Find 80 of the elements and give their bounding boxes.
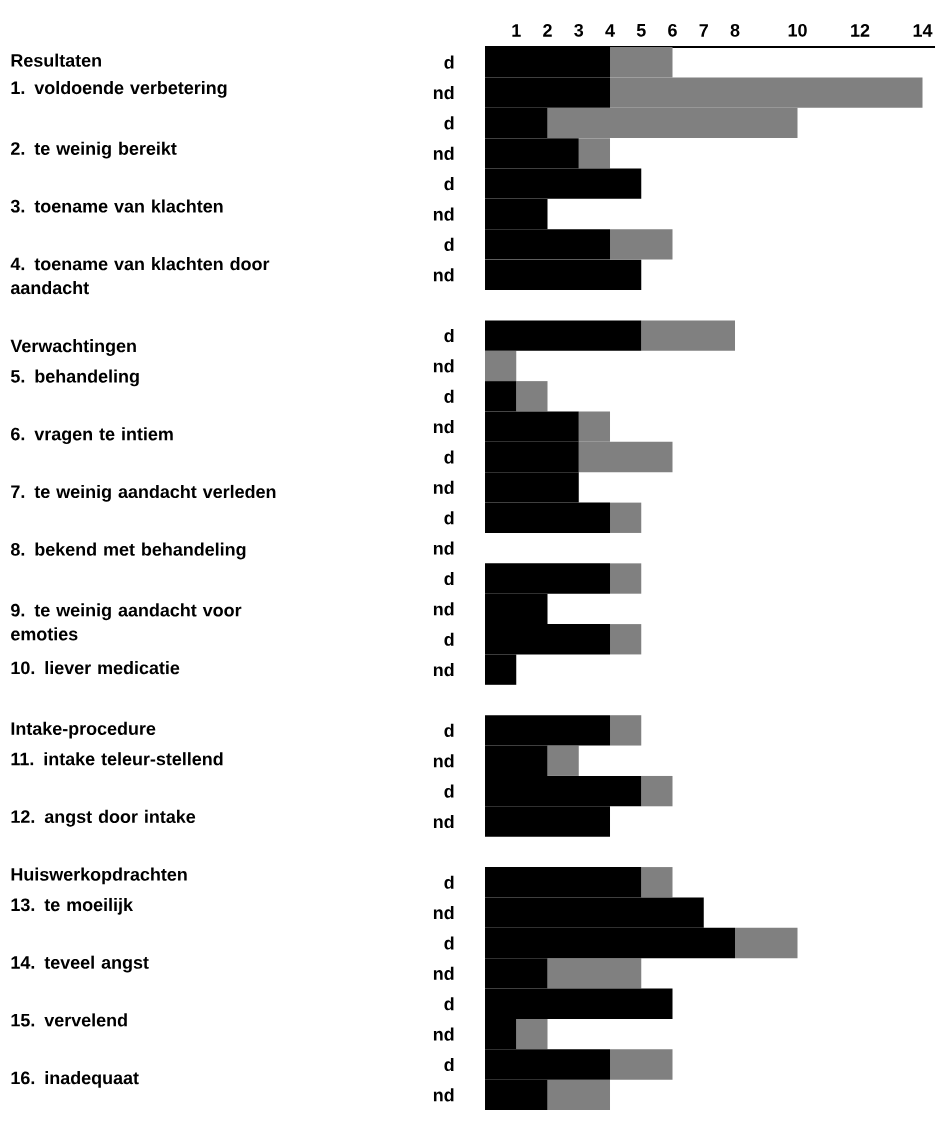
y-tick-label: d [444,55,454,69]
bar [641,867,673,898]
y-tick-label: d [444,389,454,403]
x-tick-label: 5 [636,24,646,37]
text: Resultaten [11,53,101,67]
text: 8. bekend met behandeling [10,542,246,560]
text: 6. vragen te intiem [11,427,173,444]
text: Intake-procedure [11,721,156,739]
x-tick-label: 10 [788,23,807,37]
y-tick-label: nd [433,420,454,434]
y-tick-label: d [444,936,454,950]
y-tick-label: nd [433,359,454,373]
y-tick-label: nd [433,1088,454,1102]
text: 16. inadequaat [11,1071,139,1088]
text: 12. angst door intake [11,809,196,827]
bar [610,1049,673,1080]
bar [610,563,642,594]
text: 7. te weinig aandacht verleden [11,484,276,502]
text: 5. behandeling [10,369,139,387]
y-tick-label: d [444,875,454,889]
y-tick-label: d [444,328,454,343]
y-tick-label: d [444,632,454,646]
y-tick-label: d [444,1057,454,1072]
bar [547,958,642,989]
text: 11. intake teleur-stellend [11,752,223,766]
y-tick-label: d [444,450,454,464]
text: 3. toename van klachten [10,199,223,213]
text: 4. toename van klachten door aandacht [10,257,270,295]
text: 10. liever medicatie [11,661,180,675]
y-tick-label: nd [433,146,454,160]
bar [610,229,673,260]
bar [610,502,642,533]
y-tick-label: d [444,571,454,586]
bar [735,927,798,959]
x-tick-label: 6 [668,23,677,37]
text: 15. vervelend [11,1013,127,1027]
text: 2. te weinig bereikt [11,141,177,159]
y-tick-label: nd [433,966,454,980]
x-tick-label: 14 [913,24,933,37]
y-tick-label: d [444,177,454,191]
text: 14. teveel angst [11,955,149,973]
y-tick-label: nd [433,602,454,616]
y-tick-label: d [444,511,454,525]
x-tick-label: 2 [543,24,552,37]
bar [641,775,673,807]
bar [485,350,517,382]
y-tick-label: nd [433,754,454,768]
y-tick-label: nd [433,268,454,282]
text: 1. voldoende verbetering [11,80,227,98]
x-tick-label: 4 [605,24,615,37]
x-tick-label: 12 [851,24,870,37]
bar [641,320,736,351]
text: Verwachtingen [10,339,136,356]
y-tick-label: d [444,997,454,1011]
bar [485,320,642,351]
bar [547,1079,611,1111]
y-tick-label: d [444,723,454,737]
y-tick-label: d [444,237,454,252]
y-tick-label: nd [433,207,454,221]
x-tick-label: 3 [574,23,584,37]
x-tick-label: 8 [730,23,740,37]
y-tick-label: nd [433,541,454,555]
bar [516,1018,548,1050]
y-tick-label: nd [433,85,454,100]
y-tick-label: nd [433,814,454,829]
y-tick-label: nd [433,480,454,494]
y-tick-label: nd [433,663,454,677]
text: 9. te weinig aandacht voor emoties [11,603,242,641]
x-tick-label: 7 [699,24,708,37]
bar [610,624,642,655]
y-tick-label: d [444,784,454,798]
text: 13. te moeilijk [11,897,134,915]
bar [516,381,548,412]
bar [610,715,642,746]
bar [547,745,579,776]
y-tick-label: nd [433,1027,454,1041]
y-tick-label: d [444,116,454,130]
y-tick-label: nd [433,906,454,920]
text: Huiswerkopdrachten [11,867,187,885]
x-tick-label: 1 [512,24,521,37]
